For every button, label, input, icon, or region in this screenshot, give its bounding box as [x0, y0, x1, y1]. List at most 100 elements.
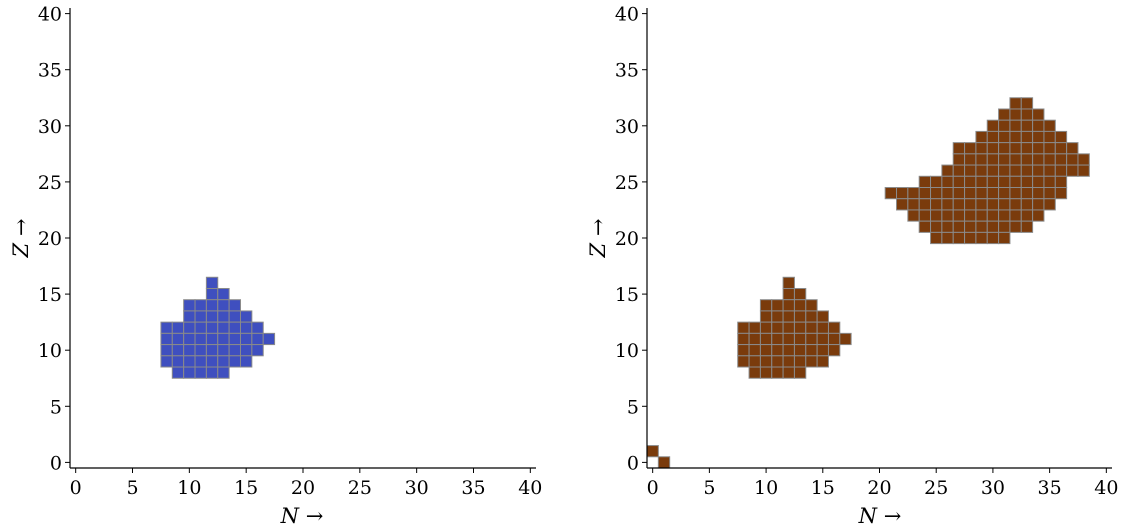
nuclide-cell — [205, 321, 219, 334]
nuclide-cell — [952, 198, 966, 211]
nuclide-cell — [1043, 164, 1056, 177]
y-axis-label: Z → — [9, 219, 33, 259]
nuclide-cell — [251, 321, 264, 334]
nuclide-cell — [930, 231, 943, 245]
nuclide-cell — [1009, 198, 1022, 211]
nuclide-cell — [986, 231, 1000, 245]
nuclide-cell — [1020, 164, 1034, 177]
nuclide-cell — [816, 310, 829, 323]
nuclide-cell — [1066, 164, 1079, 177]
nuclide-cell — [160, 344, 173, 357]
nuclide-cell — [759, 355, 773, 368]
nuclide-cell — [998, 142, 1011, 155]
right-chart-panel: 0 5 10 15 20 25 30 35 40 0 5 10 15 20 25 30 35 40 N → Z → — [586, 4, 1118, 528]
nuclide-cell — [759, 332, 773, 346]
nuclide-cell — [793, 344, 807, 357]
nuclide-cell — [759, 310, 773, 323]
nuclide-cell — [998, 108, 1011, 121]
nuclide-cell — [986, 164, 1000, 177]
nuclide-cell — [816, 321, 829, 334]
nuclide-cell — [1032, 153, 1045, 166]
nuclide-cell — [748, 355, 761, 368]
nuclide-cell — [759, 299, 773, 312]
nuclide-cell — [771, 310, 784, 323]
nuclide-cells — [646, 97, 1090, 469]
nuclide-cell — [1032, 119, 1045, 132]
nuclide-cell — [194, 310, 207, 323]
nuclide-cell — [986, 119, 1000, 132]
nuclide-cell — [941, 164, 954, 177]
nuclide-cell — [217, 310, 230, 323]
y-tick-label: 25 — [38, 172, 62, 194]
nuclide-cell — [952, 175, 966, 189]
nuclide-cell — [964, 153, 977, 166]
nuclide-cell — [998, 153, 1011, 166]
nuclide-cell — [975, 231, 988, 245]
nuclide-cell — [816, 332, 829, 346]
nuclide-cell — [1032, 209, 1045, 222]
nuclide-cell — [171, 366, 185, 379]
nuclide-cell — [1054, 164, 1068, 177]
nuclide-cell — [205, 332, 219, 346]
nuclide-cell — [171, 321, 185, 334]
nuclide-cell — [759, 366, 773, 379]
nuclide-cell — [217, 299, 230, 312]
nuclide-cell — [907, 187, 920, 200]
nuclide-cell — [1066, 142, 1079, 155]
nuclide-cell — [1066, 153, 1079, 166]
nuclide-cell — [805, 299, 818, 312]
nuclide-cell — [1020, 187, 1034, 200]
nuclide-cells — [160, 276, 276, 379]
y-tick-label: 10 — [615, 340, 639, 362]
nuclide-cell — [941, 187, 954, 200]
x-tick-label: 35 — [461, 477, 485, 499]
y-tick-label: 5 — [627, 396, 639, 418]
x-tick-label: 40 — [1094, 477, 1118, 499]
nuclide-cell — [896, 187, 909, 200]
left-chart-panel: 0 5 10 15 20 25 30 35 40 0 5 10 15 20 25 30 35 40 N → Z → — [9, 4, 542, 528]
y-tick-label: 30 — [38, 116, 62, 138]
nuclide-cell — [998, 175, 1011, 189]
nuclide-cell — [793, 321, 807, 334]
nuclide-cell — [930, 220, 943, 233]
nuclide-cell — [1032, 142, 1045, 155]
nuclide-cell — [986, 220, 1000, 233]
nuclide-cell — [964, 175, 977, 189]
nuclide-cell — [930, 175, 943, 189]
nuclide-cell — [759, 321, 773, 334]
nuclide-cell — [205, 355, 219, 368]
nuclide-cell — [194, 332, 207, 346]
nuclide-cell — [228, 321, 241, 334]
nuclide-cell — [262, 332, 276, 346]
y-tick-label: 0 — [50, 452, 62, 474]
y-tick-label: 35 — [615, 60, 639, 82]
nuclide-cell — [1009, 130, 1022, 144]
nuclide-cell — [1020, 108, 1034, 121]
nuclide-cell — [183, 366, 196, 379]
nuclide-cell — [975, 175, 988, 189]
nuclide-cell — [986, 175, 1000, 189]
nuclide-cell — [793, 332, 807, 346]
nuclide-cell — [782, 366, 795, 379]
nuclide-cell — [1020, 97, 1034, 110]
nuclide-cell — [941, 220, 954, 233]
x-axis-label: N → — [858, 504, 902, 528]
x-tick-label: 5 — [703, 477, 715, 499]
nuclide-cell — [1020, 198, 1034, 211]
nuclide-cell — [998, 209, 1011, 222]
nuclide-cell — [1043, 142, 1056, 155]
nuclide-cell — [194, 366, 207, 379]
nuclide-cell — [975, 220, 988, 233]
nuclide-cell — [217, 344, 230, 357]
nuclide-cell — [1020, 175, 1034, 189]
nuclide-cell — [952, 231, 966, 245]
nuclide-cell — [793, 355, 807, 368]
nuclide-cell — [771, 321, 784, 334]
nuclide-cell — [1020, 142, 1034, 155]
nuclide-cell — [1009, 142, 1022, 155]
nuclide-cell — [1043, 198, 1056, 211]
x-tick-label: 10 — [754, 477, 778, 499]
nuclide-cell — [1032, 108, 1045, 121]
nuclide-cell — [1009, 119, 1022, 132]
nuclide-cell — [975, 153, 988, 166]
